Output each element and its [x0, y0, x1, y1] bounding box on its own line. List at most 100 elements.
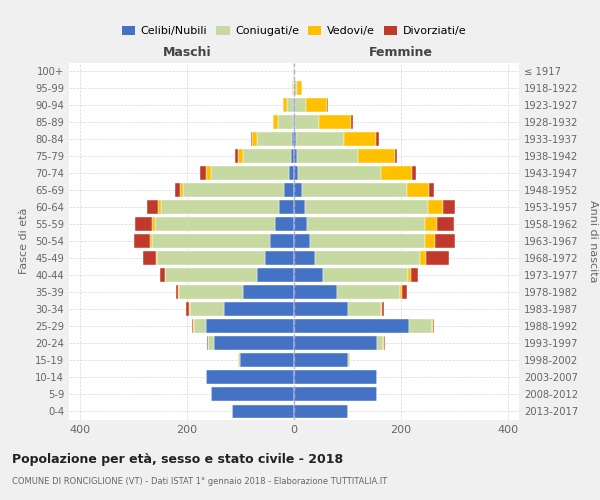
Bar [294, 132, 296, 146]
Bar [429, 183, 434, 197]
Bar [241, 354, 294, 368]
Text: Popolazione per età, sesso e stato civile - 2018: Popolazione per età, sesso e stato civil… [12, 452, 343, 466]
Bar [407, 183, 429, 197]
Bar [294, 115, 295, 129]
Bar [135, 217, 152, 231]
Bar [381, 302, 382, 316]
Bar [382, 166, 412, 180]
Bar [347, 354, 350, 368]
Bar [134, 234, 151, 248]
Bar [224, 302, 294, 316]
Bar [235, 149, 238, 163]
Bar [294, 149, 296, 163]
Bar [412, 268, 418, 282]
Bar [257, 132, 292, 146]
Y-axis label: Anni di nascita: Anni di nascita [588, 200, 598, 282]
Bar [395, 149, 397, 163]
Bar [232, 404, 294, 418]
Bar [175, 183, 180, 197]
Bar [294, 81, 296, 95]
Bar [294, 166, 298, 180]
Bar [431, 320, 433, 334]
Bar [292, 132, 294, 146]
Bar [278, 115, 293, 129]
Bar [294, 302, 347, 316]
Bar [294, 234, 310, 248]
Bar [307, 98, 326, 112]
Bar [152, 217, 155, 231]
Legend: Celibi/Nubili, Coniugati/e, Vedovi/e, Divorziati/e: Celibi/Nubili, Coniugati/e, Vedovi/e, Di… [118, 22, 470, 41]
Bar [427, 252, 449, 266]
Bar [176, 286, 178, 300]
Bar [435, 234, 455, 248]
Bar [376, 132, 379, 146]
Bar [200, 166, 206, 180]
Bar [187, 302, 189, 316]
Bar [206, 320, 294, 334]
Bar [344, 132, 376, 146]
Bar [270, 234, 294, 248]
Bar [408, 268, 412, 282]
Bar [310, 234, 425, 248]
Bar [377, 336, 383, 350]
Bar [180, 183, 182, 197]
Bar [292, 149, 294, 163]
Bar [294, 200, 305, 214]
Bar [402, 286, 407, 300]
Bar [294, 183, 302, 197]
Bar [294, 370, 377, 384]
Bar [295, 98, 307, 112]
Bar [382, 302, 384, 316]
Bar [296, 149, 358, 163]
Bar [443, 200, 455, 214]
Bar [146, 200, 158, 214]
Bar [208, 336, 214, 350]
Bar [412, 166, 416, 180]
Bar [294, 336, 377, 350]
Bar [287, 98, 293, 112]
Text: Femmine: Femmine [369, 46, 433, 59]
Bar [211, 166, 289, 180]
Bar [160, 268, 165, 282]
Bar [152, 234, 270, 248]
Bar [294, 354, 347, 368]
Bar [425, 217, 437, 231]
Bar [214, 336, 294, 350]
Bar [289, 166, 294, 180]
Bar [400, 286, 402, 300]
Bar [294, 286, 337, 300]
Bar [294, 217, 307, 231]
Bar [428, 200, 443, 214]
Bar [298, 166, 382, 180]
Bar [284, 183, 294, 197]
Bar [437, 217, 454, 231]
Bar [292, 81, 293, 95]
Bar [294, 388, 377, 402]
Bar [243, 286, 294, 300]
Bar [194, 320, 206, 334]
Bar [190, 302, 224, 316]
Bar [158, 200, 161, 214]
Bar [295, 115, 319, 129]
Bar [283, 98, 287, 112]
Bar [238, 149, 243, 163]
Bar [293, 115, 294, 129]
Bar [358, 149, 395, 163]
Bar [433, 320, 434, 334]
Bar [251, 132, 257, 146]
Bar [272, 115, 278, 129]
Y-axis label: Fasce di età: Fasce di età [19, 208, 29, 274]
Bar [323, 268, 408, 282]
Bar [296, 81, 302, 95]
Bar [275, 217, 294, 231]
Bar [296, 132, 344, 146]
Bar [326, 98, 328, 112]
Text: COMUNE DI RONCIGLIONE (VT) - Dati ISTAT 1° gennaio 2018 - Elaborazione TUTTITALI: COMUNE DI RONCIGLIONE (VT) - Dati ISTAT … [12, 478, 387, 486]
Bar [319, 115, 352, 129]
Bar [179, 286, 243, 300]
Bar [166, 268, 257, 282]
Bar [192, 320, 193, 334]
Bar [143, 252, 157, 266]
Bar [307, 217, 425, 231]
Bar [305, 200, 428, 214]
